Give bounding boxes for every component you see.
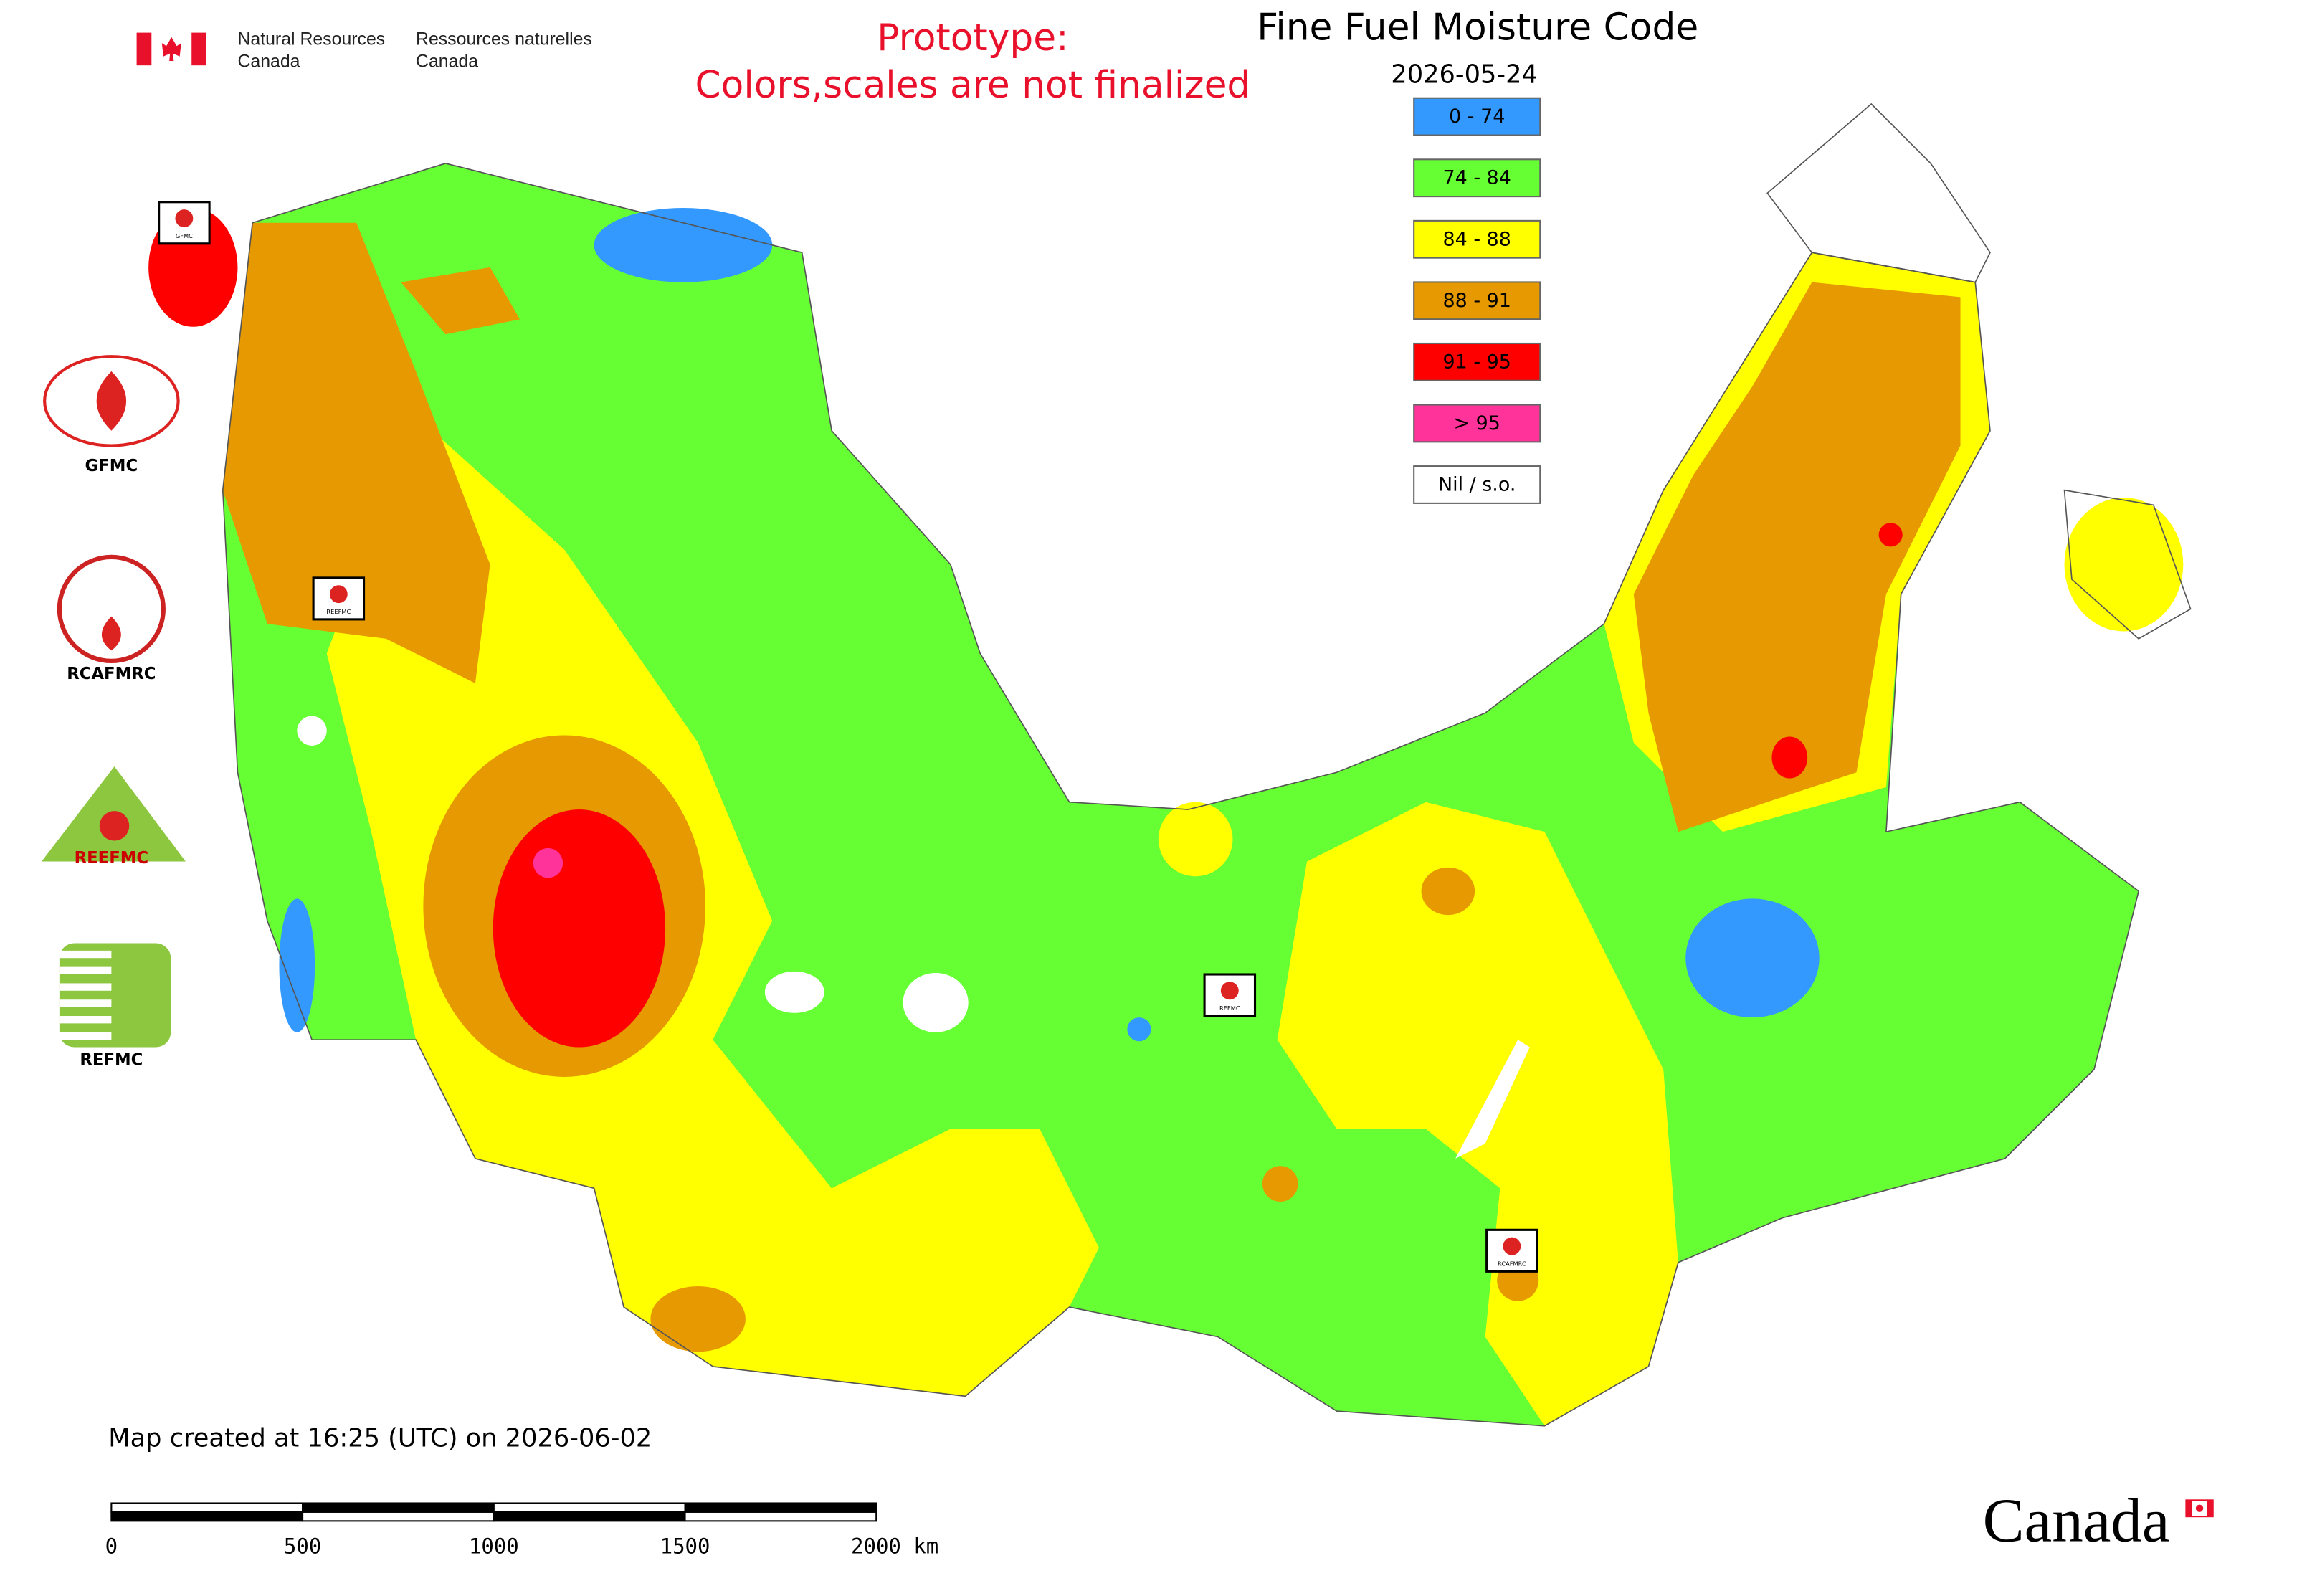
map-region (903, 972, 969, 1032)
logo-stripe (59, 1032, 112, 1040)
coastline (2063, 489, 2192, 640)
flag-bar (191, 32, 206, 66)
scale-label: 1500 (660, 1534, 710, 1559)
logo-circle (57, 554, 166, 664)
scale-segment (493, 1511, 686, 1522)
map-badge-icon (175, 209, 194, 227)
map-region (1878, 523, 1903, 547)
dept-name-en: Natural Resources (237, 30, 385, 49)
map-region (401, 267, 520, 335)
scale-segment (684, 1502, 877, 1513)
logo-stripe (59, 966, 112, 975)
logo-globe (43, 355, 180, 447)
map-region (1158, 802, 1233, 877)
scale-segment (684, 1511, 877, 1522)
scale-label: 500 (284, 1534, 321, 1559)
flag-bar (136, 32, 152, 66)
legend-swatch (1413, 465, 1541, 504)
map-region (326, 416, 1099, 1397)
wordmark-flag-bar (2207, 1500, 2213, 1517)
map (148, 103, 2192, 1427)
map-region (1421, 867, 1475, 916)
scale-segment (110, 1502, 304, 1513)
prototype-note: Prototype: (877, 16, 1068, 60)
map-region (1277, 802, 1678, 1426)
legend-swatch (1413, 219, 1541, 259)
dept-name-fr: Ressources naturelles (416, 30, 592, 49)
map-region (594, 208, 773, 282)
logo-flame (101, 616, 121, 651)
map-region (297, 716, 327, 746)
legend-label: 91 - 95 (1443, 351, 1511, 373)
logo-stripe (59, 983, 112, 991)
legend-label: 74 - 84 (1443, 167, 1511, 189)
legend-swatch (1413, 97, 1541, 136)
map-region (1127, 1017, 1151, 1042)
map-region (764, 971, 824, 1013)
map-region (222, 222, 490, 683)
wordmark-flag-bar (2186, 1500, 2192, 1517)
overlay: Natural Resources Canada Ressources nature… (42, 6, 2214, 1559)
map-created-note: Map created at 16:25 (UTC) on 2026-06-02 (108, 1423, 652, 1453)
legend-label: 88 - 91 (1443, 290, 1511, 312)
scale-segment (493, 1502, 686, 1513)
scale-label: 2000 km (851, 1534, 938, 1559)
map-region (1262, 1166, 1298, 1202)
map-region (1633, 282, 1961, 832)
scale-segment (302, 1511, 495, 1522)
map-badge-label: RCAFMRC (1498, 1260, 1526, 1267)
map-date: 2026-05-24 (1391, 60, 1538, 90)
map-region (1908, 567, 1962, 633)
prototype-note: Colors,scales are not finalized (695, 64, 1251, 107)
map-badge-icon (329, 585, 348, 604)
flag-leaf (161, 37, 181, 61)
legend-label: 0 - 74 (1449, 105, 1505, 128)
legend-swatch (1413, 342, 1541, 381)
logo-box (59, 943, 171, 1048)
scale-label: 0 (105, 1534, 118, 1559)
legend-label: Nil / s.o. (1438, 474, 1516, 496)
map-region (533, 847, 563, 878)
map-region (1455, 1040, 1530, 1159)
scale-segment (302, 1502, 495, 1513)
scale-label: 1000 (469, 1534, 519, 1559)
legend-label: 84 - 88 (1443, 228, 1511, 250)
legend-swatch (1413, 158, 1541, 198)
dept-name-fr: Canada (416, 52, 478, 72)
map-badge-icon (1220, 982, 1239, 1000)
map-badge-icon (1503, 1237, 1521, 1255)
logo-label: REFMC (80, 1051, 143, 1070)
wordmark-flag-leaf (2195, 1504, 2204, 1512)
coastline (222, 163, 2140, 1427)
map-badge-label: REFMC (1219, 1004, 1240, 1012)
canada-wordmark: Canada (1983, 1486, 2170, 1555)
map-title: Fine Fuel Moisture Code (1257, 6, 1698, 49)
logo-label: GFMC (85, 457, 138, 475)
map-badge-label: GFMC (176, 232, 193, 239)
map-region (279, 898, 315, 1032)
scale-segment (110, 1511, 304, 1522)
map-region (1685, 898, 1820, 1018)
logo-label: RCAFMRC (67, 665, 156, 683)
map-region (493, 809, 666, 1048)
map-region (1771, 736, 1808, 779)
dept-name-en: Canada (237, 52, 300, 72)
logo-stripe (59, 1016, 112, 1024)
map-region (2064, 498, 2184, 632)
legend-swatch (1413, 404, 1541, 443)
map-badge-label: REEFMC (326, 608, 351, 615)
logo-flame (96, 371, 127, 431)
legend-label: > 95 (1454, 412, 1500, 434)
logo-flame (99, 811, 130, 841)
legend-swatch (1413, 281, 1541, 320)
logo-label: REEFMC (75, 849, 149, 868)
logo-stripe (59, 950, 112, 959)
coastline (1766, 103, 1991, 283)
map-region (650, 1286, 746, 1352)
logo-stripe (59, 999, 112, 1007)
